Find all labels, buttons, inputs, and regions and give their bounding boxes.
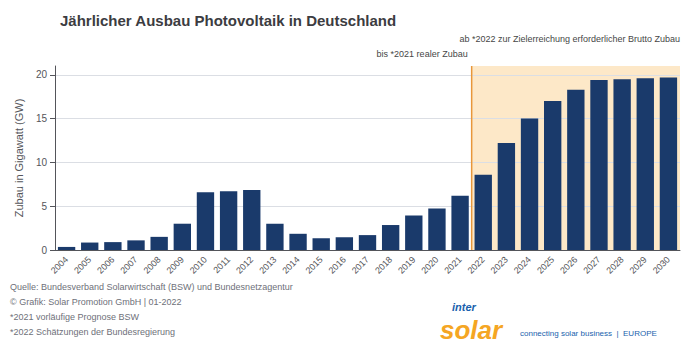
svg-text:connecting solar business |: connecting solar business | EUROPE (520, 329, 657, 338)
svg-text:2022: 2022 (466, 254, 487, 275)
svg-text:2018: 2018 (373, 254, 394, 275)
svg-text:2006: 2006 (95, 254, 116, 275)
svg-text:2005: 2005 (72, 254, 93, 275)
svg-text:2013: 2013 (257, 254, 278, 275)
svg-text:2017: 2017 (350, 254, 371, 275)
svg-text:2008: 2008 (141, 254, 162, 275)
svg-text:2009: 2009 (165, 254, 186, 275)
svg-text:5: 5 (41, 201, 47, 212)
svg-text:2007: 2007 (118, 254, 139, 275)
svg-text:2004: 2004 (49, 254, 70, 275)
svg-text:2020: 2020 (419, 254, 440, 275)
svg-text:0: 0 (41, 245, 47, 256)
svg-text:Zubau in Gigawatt (GW): Zubau in Gigawatt (GW) (13, 99, 25, 218)
svg-text:2021: 2021 (442, 254, 463, 275)
svg-text:2026: 2026 (558, 254, 579, 275)
svg-text:2012: 2012 (234, 254, 255, 275)
svg-text:2028: 2028 (604, 254, 625, 275)
svg-text:2030: 2030 (651, 254, 672, 275)
svg-text:ab *2022 zur Zielerreichung er: ab *2022 zur Zielerreichung erforderlich… (459, 34, 680, 44)
svg-text:2014: 2014 (280, 254, 301, 275)
svg-text:2025: 2025 (535, 254, 556, 275)
svg-text:2023: 2023 (489, 254, 510, 275)
svg-text:2024: 2024 (512, 254, 533, 275)
svg-text:20: 20 (36, 69, 48, 80)
svg-text:*2022 Schätzungen der Bundesre: *2022 Schätzungen der Bundesregierung (10, 327, 175, 337)
svg-text:2011: 2011 (211, 254, 232, 275)
svg-text:2016: 2016 (327, 254, 348, 275)
svg-text:10: 10 (36, 157, 48, 168)
svg-text:2010: 2010 (188, 254, 209, 275)
svg-text:2015: 2015 (304, 254, 325, 275)
svg-text:2027: 2027 (581, 254, 602, 275)
svg-text:inter: inter (452, 301, 477, 313)
svg-text:2019: 2019 (396, 254, 417, 275)
svg-text:bis *2021 realer Zubau: bis *2021 realer Zubau (377, 49, 468, 59)
svg-text:Jährlicher Ausbau Photovoltaik: Jährlicher Ausbau Photovoltaik in Deutsc… (60, 12, 396, 29)
svg-text:2029: 2029 (628, 254, 649, 275)
svg-text:solar: solar (440, 315, 504, 345)
svg-text:Quelle: Bundesverband Solarwir: Quelle: Bundesverband Solarwirtschaft (B… (10, 282, 293, 292)
svg-text:© Grafik: Solar Promotion GmbH: © Grafik: Solar Promotion GmbH | 01-2022 (10, 297, 182, 307)
svg-text:*2021 vorläufige Prognose BSW: *2021 vorläufige Prognose BSW (10, 312, 140, 322)
svg-text:15: 15 (36, 113, 48, 124)
